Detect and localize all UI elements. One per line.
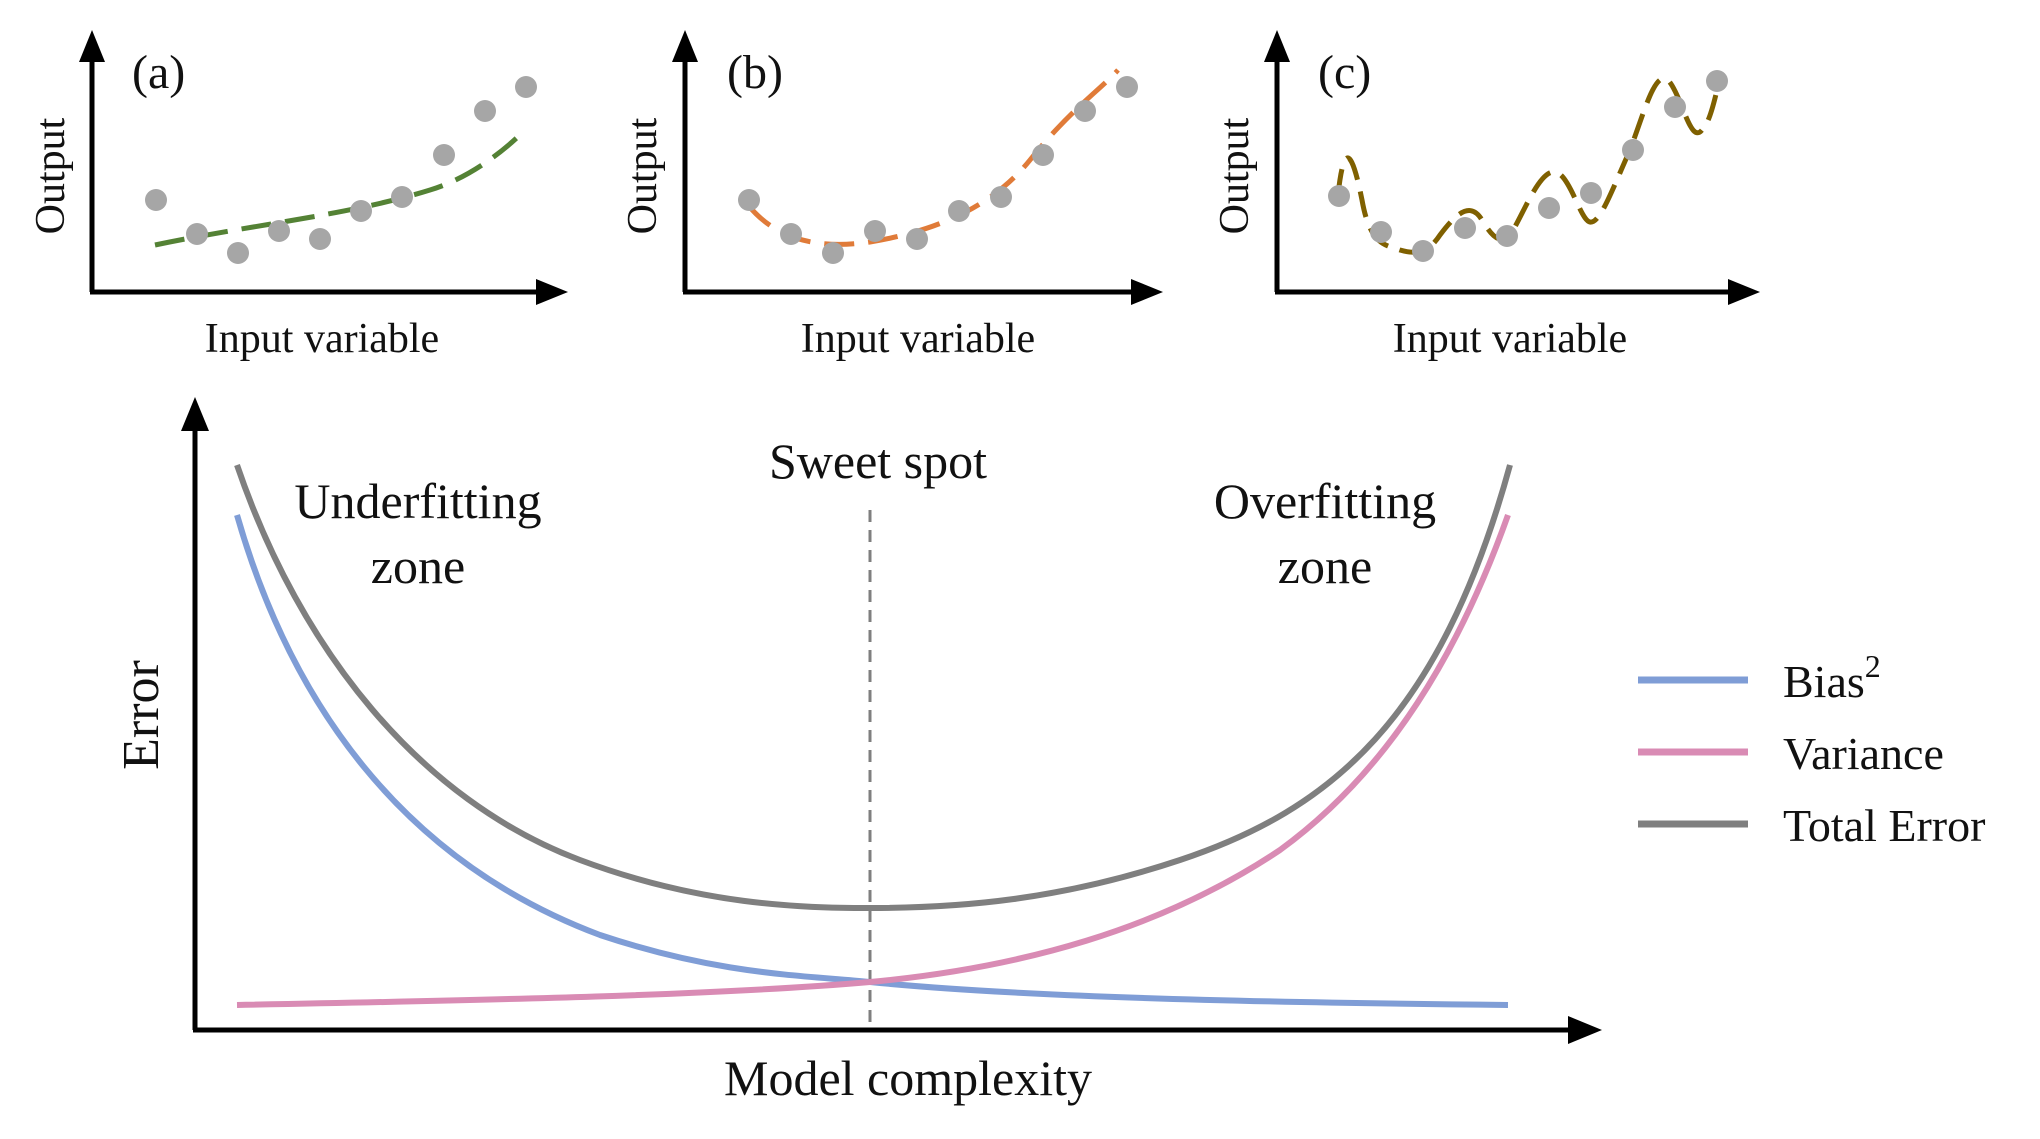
panel-b-fit-curve — [746, 68, 1120, 247]
data-point — [906, 228, 928, 250]
panel-b: (b) Input variable Output — [620, 30, 1163, 362]
panel-b-ylabel: Output — [620, 117, 666, 234]
variance-curve — [236, 513, 1511, 1008]
panel-a-data-points — [145, 76, 537, 264]
panel-c-fit-curve — [1335, 76, 1723, 255]
main-ylabel: Error — [113, 660, 170, 770]
panel-a-xlabel: Input variable — [205, 316, 439, 362]
sweet-spot-label: Sweet spot — [769, 433, 987, 489]
panel-b-x-arrowhead — [1131, 279, 1163, 305]
bias-curve — [234, 514, 1509, 1008]
underfitting-zone-label-line2: zone — [371, 538, 465, 594]
data-point — [864, 220, 886, 242]
main-plot: Sweet spot Underfitting zone Overfitting… — [113, 397, 1602, 1106]
data-point — [1664, 96, 1686, 118]
panel-c-xlabel: Input variable — [1393, 316, 1627, 362]
panel-a-ylabel: Output — [28, 117, 74, 234]
data-point — [1706, 70, 1728, 92]
panel-c: (c) Input variable Output — [1212, 30, 1760, 362]
data-point — [309, 228, 331, 250]
panel-b-data-points — [738, 76, 1138, 264]
data-point — [268, 220, 290, 242]
overfitting-zone-label-line1: Overfitting — [1214, 473, 1436, 529]
panel-b-label: (b) — [727, 46, 783, 99]
data-point — [1538, 197, 1560, 219]
panel-c-y-arrowhead — [1264, 30, 1290, 62]
panel-a-y-arrowhead — [79, 30, 105, 62]
total-error-curve — [234, 464, 1513, 912]
data-point — [822, 242, 844, 264]
panel-a: (a) Input variable Output — [28, 30, 568, 362]
panel-a-label: (a) — [132, 46, 185, 99]
data-point — [474, 100, 496, 122]
panel-a-fit-curve — [154, 128, 527, 248]
data-point — [1032, 144, 1054, 166]
panel-b-y-arrowhead — [672, 30, 698, 62]
panel-c-x-arrowhead — [1728, 279, 1760, 305]
panel-b-xlabel: Input variable — [801, 316, 1035, 362]
panel-a-x-arrowhead — [536, 279, 568, 305]
data-point — [391, 186, 413, 208]
overfitting-zone-label-line2: zone — [1278, 538, 1372, 594]
data-point — [1074, 100, 1096, 122]
legend-bias-label: Bias2 — [1783, 648, 1881, 707]
panel-c-data-points — [1328, 70, 1728, 262]
panel-c-ylabel: Output — [1212, 117, 1258, 234]
data-point — [1370, 221, 1392, 243]
main-xlabel: Model complexity — [724, 1050, 1092, 1106]
data-point — [1496, 225, 1518, 247]
legend-bias-superscript: 2 — [1865, 648, 1881, 684]
data-point — [780, 223, 802, 245]
data-point — [227, 242, 249, 264]
data-point — [948, 200, 970, 222]
main-y-arrowhead — [181, 397, 209, 431]
legend-variance-label: Variance — [1783, 728, 1944, 779]
data-point — [1580, 182, 1602, 204]
legend-bias-text: Bias — [1783, 656, 1865, 707]
data-point — [433, 144, 455, 166]
data-point — [350, 200, 372, 222]
legend-total-label: Total Error — [1783, 800, 1985, 851]
data-point — [1454, 217, 1476, 239]
data-point — [990, 186, 1012, 208]
underfitting-zone-label-line1: Underfitting — [294, 473, 541, 529]
data-point — [1622, 139, 1644, 161]
data-point — [1328, 185, 1350, 207]
main-x-arrowhead — [1568, 1016, 1602, 1044]
panel-c-label: (c) — [1318, 46, 1371, 99]
data-point — [1116, 76, 1138, 98]
legend: Bias2 Variance Total Error — [1638, 648, 1985, 851]
data-point — [186, 223, 208, 245]
data-point — [145, 189, 167, 211]
data-point — [515, 76, 537, 98]
data-point — [1412, 240, 1434, 262]
data-point — [738, 189, 760, 211]
